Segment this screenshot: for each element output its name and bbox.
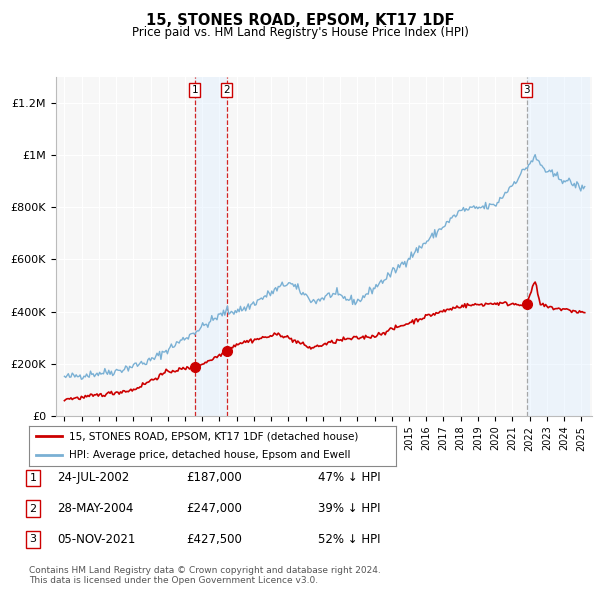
- Text: 52% ↓ HPI: 52% ↓ HPI: [318, 533, 380, 546]
- Text: 24-JUL-2002: 24-JUL-2002: [57, 471, 129, 484]
- Text: 1: 1: [29, 473, 37, 483]
- Text: 47% ↓ HPI: 47% ↓ HPI: [318, 471, 380, 484]
- Text: 28-MAY-2004: 28-MAY-2004: [57, 502, 133, 515]
- Text: £187,000: £187,000: [186, 471, 242, 484]
- Text: Price paid vs. HM Land Registry's House Price Index (HPI): Price paid vs. HM Land Registry's House …: [131, 26, 469, 39]
- Text: 3: 3: [524, 85, 530, 95]
- Text: 2: 2: [223, 85, 230, 95]
- Text: 15, STONES ROAD, EPSOM, KT17 1DF (detached house): 15, STONES ROAD, EPSOM, KT17 1DF (detach…: [69, 431, 359, 441]
- Text: Contains HM Land Registry data © Crown copyright and database right 2024.
This d: Contains HM Land Registry data © Crown c…: [29, 566, 380, 585]
- Text: 05-NOV-2021: 05-NOV-2021: [57, 533, 136, 546]
- Bar: [527, 77, 590, 416]
- Bar: [194, 77, 227, 416]
- Text: £427,500: £427,500: [186, 533, 242, 546]
- Text: HPI: Average price, detached house, Epsom and Ewell: HPI: Average price, detached house, Epso…: [69, 450, 350, 460]
- Text: 15, STONES ROAD, EPSOM, KT17 1DF: 15, STONES ROAD, EPSOM, KT17 1DF: [146, 13, 454, 28]
- Text: £247,000: £247,000: [186, 502, 242, 515]
- Text: 3: 3: [29, 535, 37, 544]
- Text: 39% ↓ HPI: 39% ↓ HPI: [318, 502, 380, 515]
- Text: 1: 1: [191, 85, 198, 95]
- Text: 2: 2: [29, 504, 37, 513]
